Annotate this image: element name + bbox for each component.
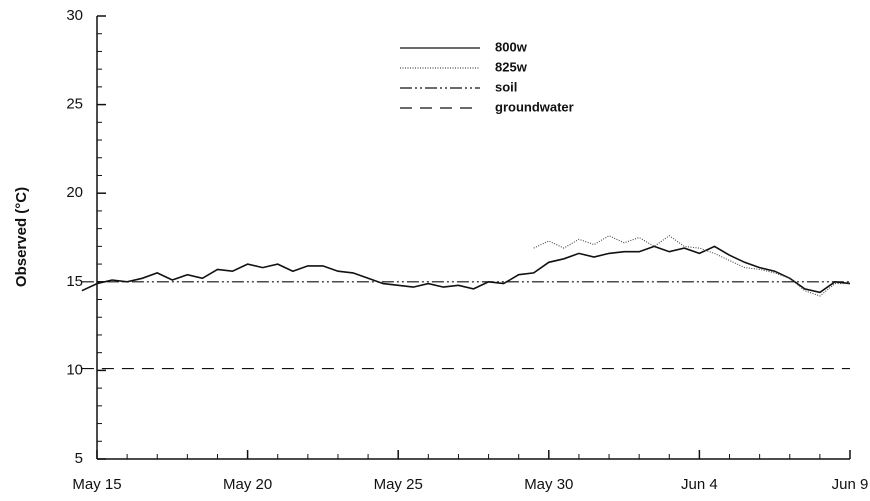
y-tick-label: 10 bbox=[66, 361, 83, 378]
legend-label: soil bbox=[495, 79, 517, 94]
legend-label: 800w bbox=[495, 39, 528, 54]
x-tick-label: May 20 bbox=[223, 476, 272, 493]
legend-label: groundwater bbox=[495, 99, 574, 114]
x-tick-label: Jun 4 bbox=[681, 476, 718, 493]
y-tick-label: 15 bbox=[66, 273, 83, 290]
y-tick-label: 30 bbox=[66, 7, 83, 24]
legend-label: 825w bbox=[495, 59, 528, 74]
y-tick-label: 25 bbox=[66, 96, 83, 113]
y-tick-label: 20 bbox=[66, 184, 83, 201]
x-tick-label: Jun 9 bbox=[832, 476, 869, 493]
series-line bbox=[81, 245, 851, 294]
x-tick-label: May 15 bbox=[72, 476, 121, 493]
y-axis-label: Observed (°C) bbox=[13, 187, 30, 287]
y-tick-label: 5 bbox=[75, 450, 83, 467]
x-tick-label: May 30 bbox=[524, 476, 573, 493]
x-tick-label: May 25 bbox=[374, 476, 423, 493]
